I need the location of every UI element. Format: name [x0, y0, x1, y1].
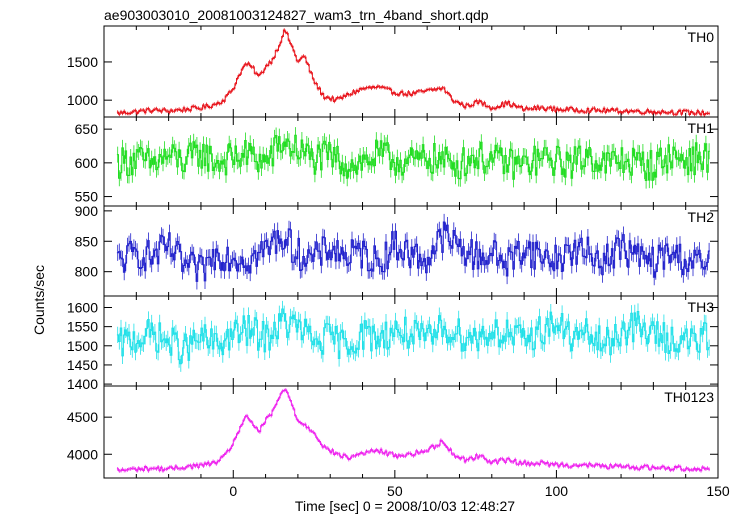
- panel-th1: 550 600 650 TH1: [75, 116, 719, 207]
- y-tick-label: 1550: [67, 319, 98, 335]
- series-error-bars: [117, 388, 710, 473]
- y-tick-label: 900: [75, 203, 99, 219]
- panel-th0123: 4000 4500 TH0123: [67, 385, 719, 479]
- chart-title: ae903003010_20081003124827_wam3_trn_4ban…: [104, 7, 489, 23]
- x-tick-label: 150: [706, 483, 730, 499]
- y-tick-label: 4000: [67, 446, 98, 462]
- series-error-bars: [117, 127, 710, 189]
- y-tick-label: 4500: [67, 409, 98, 425]
- x-tick-label: 0: [229, 483, 237, 499]
- series-line: [116, 221, 710, 282]
- series-line: [116, 134, 710, 181]
- series-error-bars: [117, 300, 710, 372]
- x-tick-label: 100: [545, 483, 569, 499]
- series-label: TH2: [688, 209, 715, 225]
- y-tick-label: 1500: [67, 54, 98, 70]
- panel-frame: [103, 385, 719, 479]
- series-label: TH3: [688, 299, 715, 315]
- y-tick-label: 1450: [67, 357, 98, 373]
- series-label: TH1: [688, 120, 715, 136]
- series-line: [116, 29, 710, 116]
- y-tick-label: 1000: [67, 92, 98, 108]
- x-axis-label: Time [sec] 0 = 2008/10/03 12:48:27: [295, 498, 515, 514]
- x-tick-label: 50: [387, 483, 403, 499]
- series-error-bars: [117, 213, 710, 290]
- panel-th3: 1400 1450 1500 1550 1600 TH3: [67, 295, 719, 392]
- y-tick-label: 1400: [67, 376, 98, 392]
- series-label: TH0: [688, 29, 715, 45]
- panel-th2: 800 850 900 TH2: [75, 203, 719, 297]
- panel-th0: 1000 1500 TH0: [67, 25, 719, 118]
- y-tick-label: 600: [75, 155, 99, 171]
- y-tick-label: 850: [75, 233, 99, 249]
- y-tick-label: 650: [75, 121, 99, 137]
- panel-frame: [103, 25, 719, 118]
- y-tick-label: 1600: [67, 299, 98, 315]
- series-label: TH0123: [664, 389, 714, 405]
- y-axis-label: Counts/sec: [31, 265, 47, 335]
- y-tick-label: 550: [75, 189, 99, 205]
- series-line: [116, 308, 710, 365]
- y-tick-label: 1500: [67, 338, 98, 354]
- series-line: [116, 389, 710, 472]
- series-error-bars: [117, 28, 710, 117]
- y-tick-label: 800: [75, 264, 99, 280]
